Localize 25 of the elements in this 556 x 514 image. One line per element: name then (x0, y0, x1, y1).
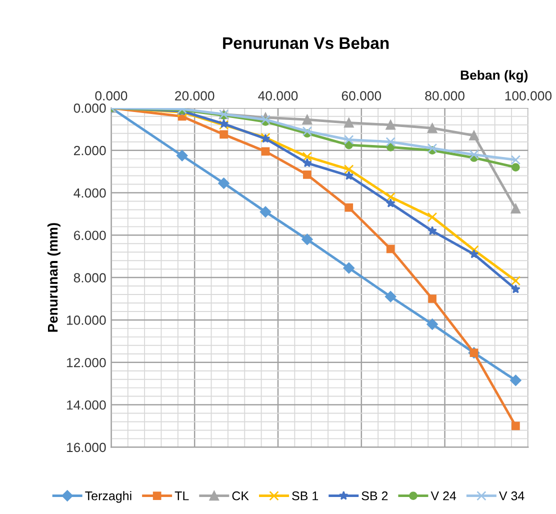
x-tick-label: 20.000 (175, 91, 214, 100)
legend-label: SB 1 (292, 491, 318, 500)
y-tick-label: 16.000 (66, 442, 106, 452)
x-tick-label: 60.000 (342, 91, 382, 100)
y-tick-label: 4.000 (74, 188, 106, 198)
x-tick-label: 40.000 (258, 91, 298, 100)
y-tick-label: 6.000 (74, 230, 106, 240)
chart-title: Penurunan Vs Beban (223, 36, 389, 49)
legend-label: V 34 (498, 491, 524, 500)
legend-label: Terzaghi (85, 491, 132, 503)
legend-label: CK (232, 491, 249, 500)
y-tick-label: 0.000 (74, 104, 106, 113)
x-tick-label: 0.000 (95, 91, 128, 100)
y-tick-label: 10.000 (66, 316, 106, 325)
y-tick-label: 8.000 (74, 273, 106, 282)
x-tick-label: 100.000 (505, 91, 552, 100)
y-tick-label: 2.000 (74, 146, 106, 156)
legend-label: SB 2 (362, 491, 388, 500)
y-tick-label: 12.000 (66, 358, 106, 368)
x-axis-title: Beban (kg) (460, 70, 528, 82)
x-tick-label: 80.000 (425, 91, 464, 100)
y-axis-title: Penurunan (mm) (47, 223, 60, 332)
legend-label: V 24 (430, 491, 456, 500)
legend-label: TL (174, 492, 189, 500)
y-tick-label: 14.000 (66, 400, 106, 410)
